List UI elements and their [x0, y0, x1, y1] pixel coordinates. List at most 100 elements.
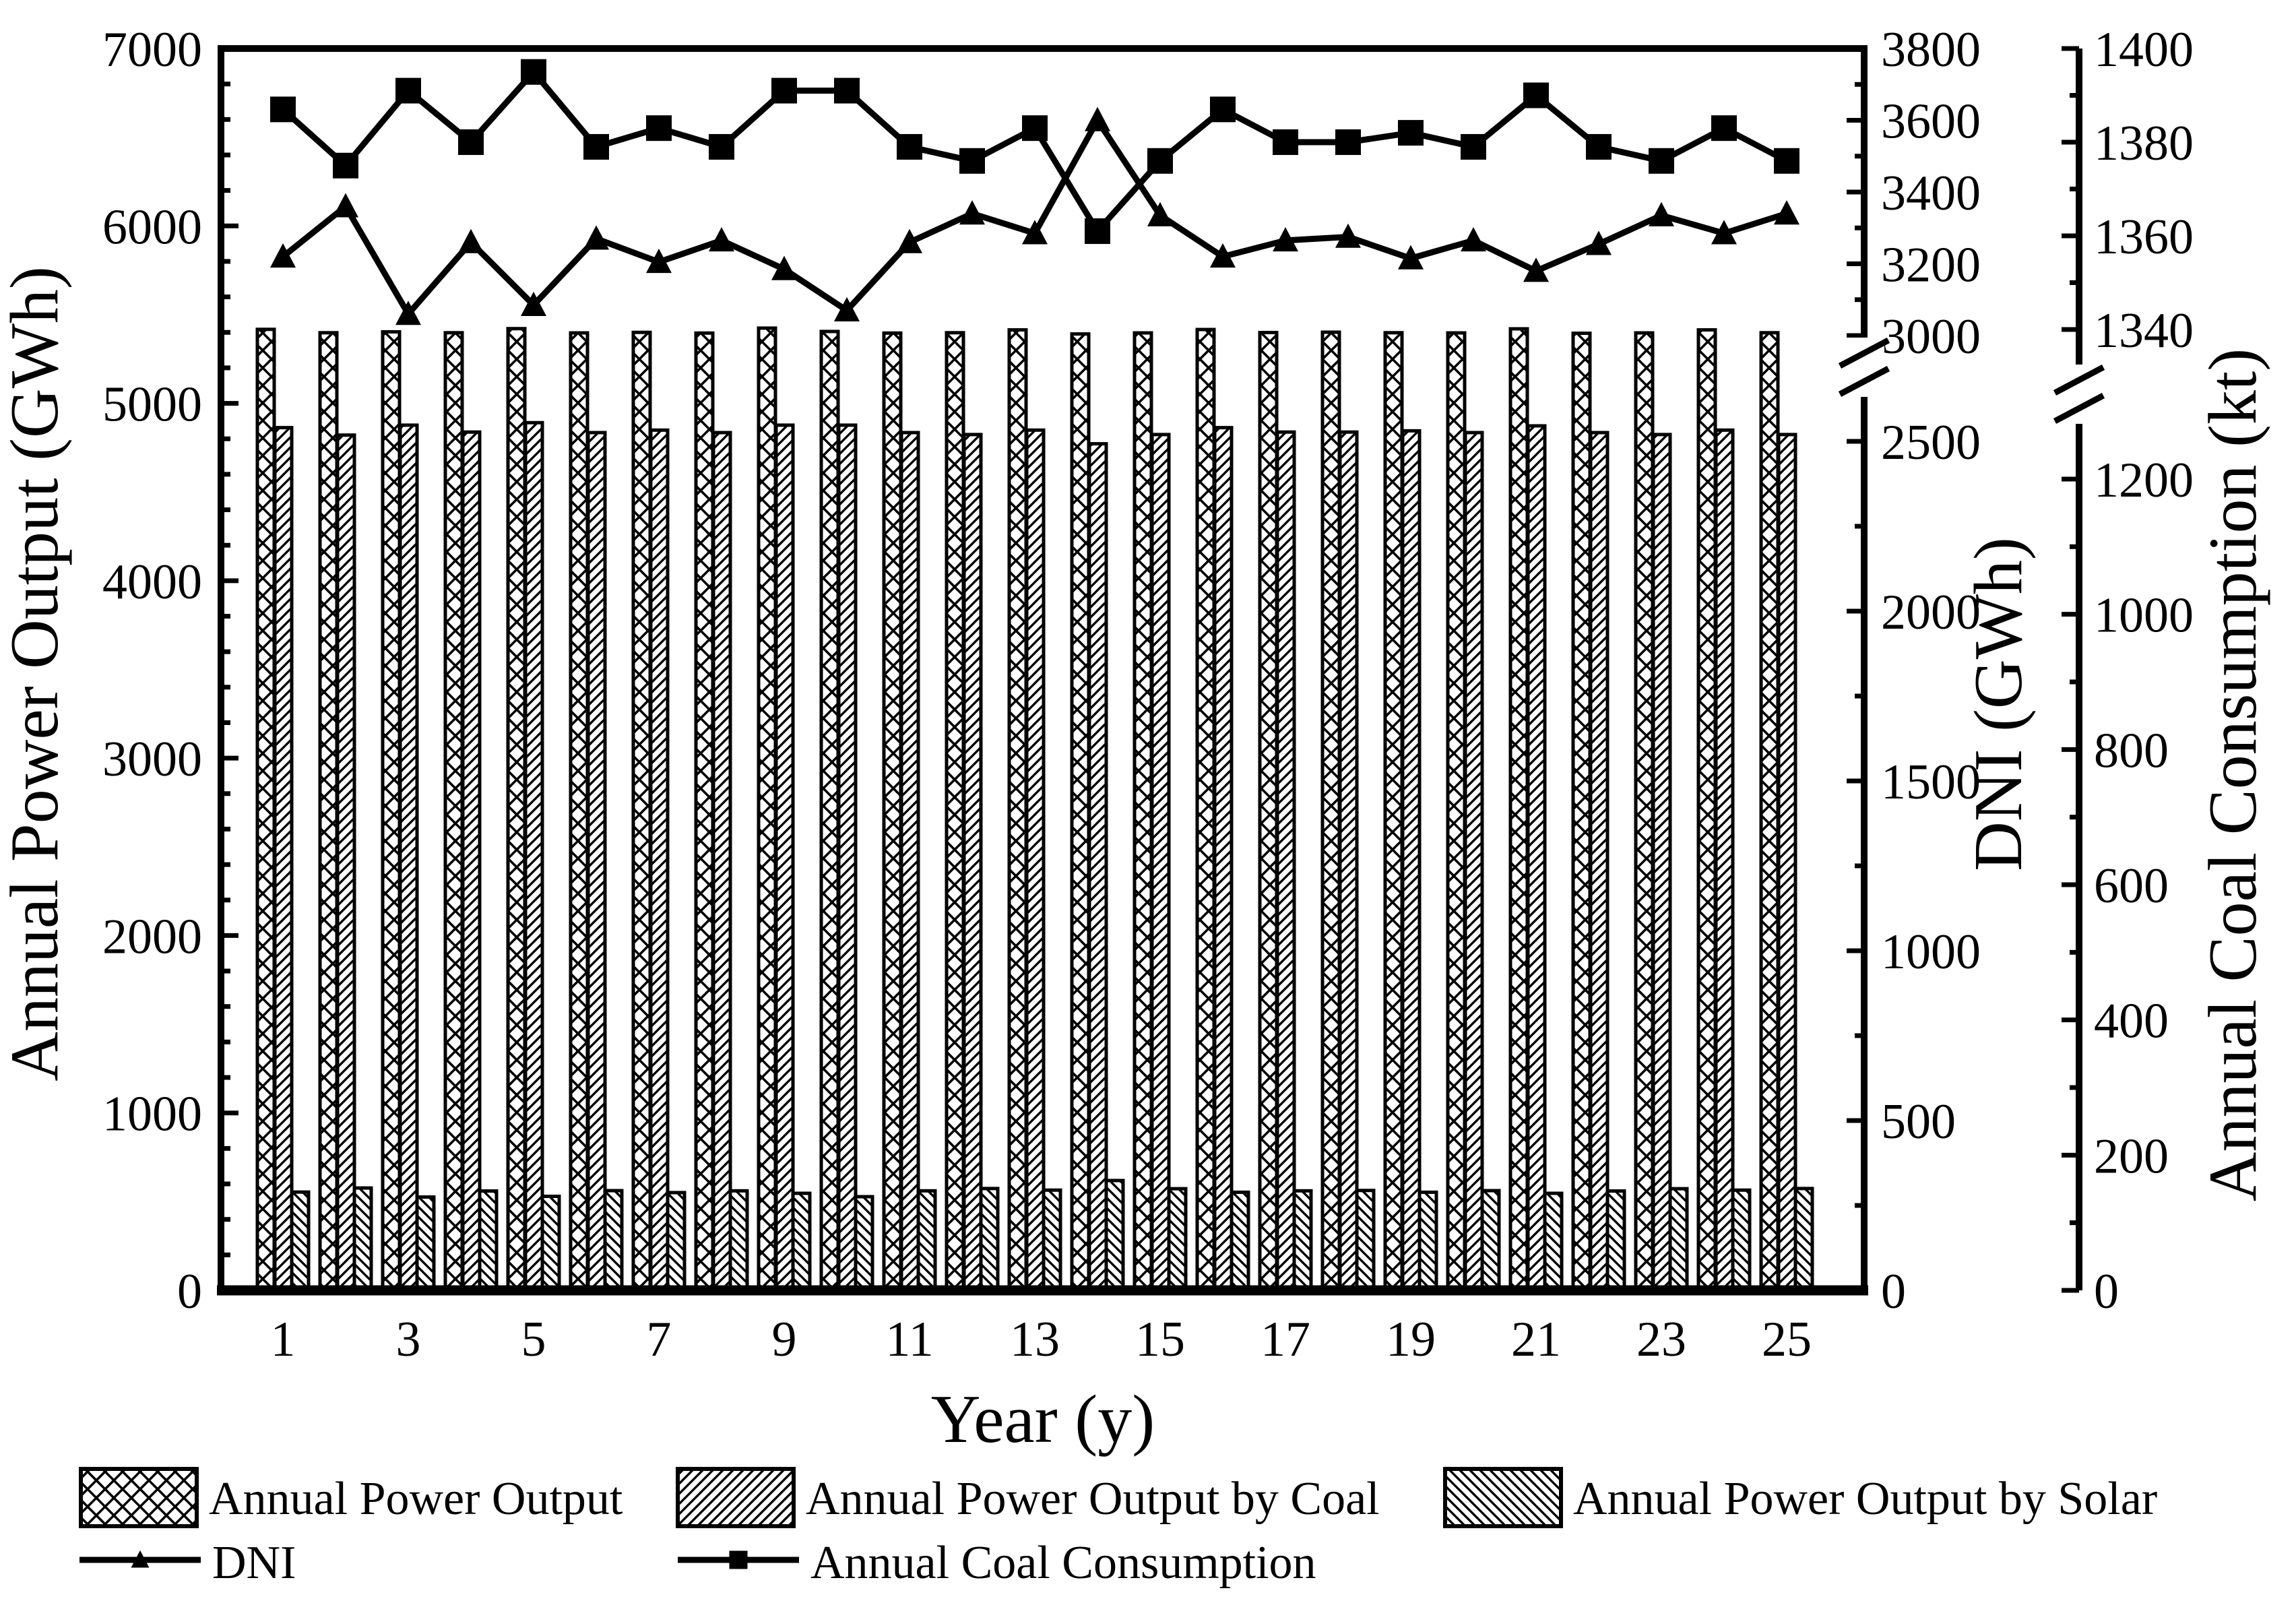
bar-solar_power-year-8: [728, 1189, 749, 1292]
bar-solar_power-year-13: [1042, 1188, 1062, 1292]
coal_cons-marker-year-14: [1085, 218, 1110, 245]
dni-marker-year-15: [1147, 201, 1173, 226]
bar-coal_power-year-21: [1526, 424, 1547, 1292]
bar-coal_power-year-20: [1463, 431, 1484, 1292]
coal-axis-tick-label: 0: [2094, 1264, 2119, 1319]
bar-total-year-18: [1320, 330, 1341, 1292]
legend-label-total: Annual Power Output: [209, 1473, 623, 1525]
legend-label-solar_power: Annual Power Output by Solar: [1573, 1473, 2157, 1525]
bar-coal_power-year-16: [1213, 426, 1234, 1292]
coal_cons-line: [280, 67, 1789, 237]
bar-solar_power-year-12: [979, 1187, 1000, 1292]
bar-total-year-1: [255, 327, 276, 1292]
bar-coal_power-year-11: [899, 431, 920, 1292]
bar-solar_power-year-14: [1104, 1178, 1125, 1292]
dni-axis-tick-label: 3800: [1881, 22, 1981, 77]
bar-solar_power-year-25: [1793, 1187, 1814, 1292]
bar-coal_power-year-14: [1087, 442, 1108, 1292]
dni-marker-year-18: [1335, 223, 1361, 248]
bar-solar_power-year-22: [1605, 1189, 1626, 1292]
bar-solar_power-year-4: [478, 1189, 499, 1292]
bar-coal_power-year-2: [336, 433, 356, 1292]
legend-label-dni: DNI: [212, 1537, 296, 1589]
bar-solar_power-year-15: [1167, 1187, 1188, 1292]
legend-label-coal_cons: Annual Coal Consumption: [810, 1537, 1316, 1589]
dni-axis-break-slash: [1838, 338, 1890, 369]
bar-total-year-25: [1759, 331, 1780, 1292]
coal_cons-marker-year-2: [333, 152, 358, 179]
coal_cons-marker-year-13: [1022, 115, 1048, 142]
bar-coal_power-year-8: [711, 431, 732, 1292]
axis-ticks-layer: 0100020003000400050006000700030003200340…: [102, 22, 2194, 1319]
dni-axis-tick-label: 0: [1881, 1264, 1906, 1319]
dni-axis-tick-label: 3200: [1881, 238, 1981, 293]
coal_cons-marker-year-10: [834, 77, 860, 104]
dni-marker-year-8: [709, 227, 734, 252]
coal_cons-marker-year-20: [1461, 133, 1486, 160]
x-tick-label: 5: [521, 1312, 546, 1367]
bar-coal_power-year-5: [523, 420, 544, 1292]
coal-axis-tick-label: 600: [2094, 858, 2169, 914]
dni-marker-year-3: [395, 301, 421, 325]
dni-marker-year-24: [1711, 220, 1737, 245]
dni-marker-year-22: [1586, 230, 1612, 255]
left-axis-tick-label: 6000: [102, 199, 202, 255]
left-axis-tick-label: 5000: [102, 377, 202, 433]
x-tick-label: 11: [885, 1312, 933, 1367]
bar-total-year-5: [506, 327, 527, 1292]
coal_cons-marker-year-8: [709, 133, 734, 160]
x-labels-layer: 1 3 5 7 9 11 13 15 17 19 21 23 25: [271, 1312, 1812, 1367]
dni-marker-year-6: [583, 225, 609, 250]
x-tick-label: 17: [1261, 1312, 1310, 1367]
bar-solar_power-year-23: [1668, 1187, 1689, 1292]
x-axis-title: Year (y): [931, 1381, 1155, 1457]
x-tick-label: 15: [1135, 1312, 1185, 1367]
bar-solar_power-year-11: [916, 1189, 937, 1292]
coal_cons-marker-year-5: [521, 59, 546, 85]
x-tick-label: 19: [1386, 1312, 1436, 1367]
bar-solar_power-year-2: [352, 1186, 373, 1292]
x-tick-label: 9: [772, 1312, 797, 1367]
dni-marker-year-16: [1210, 243, 1236, 268]
legend-swatch-solar_power: [1443, 1467, 1563, 1528]
bar-solar_power-year-10: [854, 1195, 874, 1292]
dni-marker-year-19: [1398, 245, 1424, 270]
coal-axis-tick-label: 200: [2094, 1129, 2169, 1184]
bar-coal_power-year-10: [837, 423, 858, 1292]
x-tick-label: 13: [1010, 1312, 1060, 1367]
bar-coal_power-year-17: [1275, 430, 1296, 1292]
dni-marker-year-25: [1774, 200, 1799, 225]
bar-coal_power-year-23: [1651, 433, 1672, 1292]
bar-coal_power-year-4: [461, 430, 482, 1292]
axis-breaks-layer: [1838, 338, 2105, 424]
dni-marker-year-11: [897, 228, 922, 253]
coal-axis-tick-label: 400: [2094, 994, 2169, 1049]
x-tick-label: 25: [1762, 1312, 1812, 1367]
bar-coal_power-year-1: [273, 426, 294, 1292]
bar-total-year-7: [631, 330, 652, 1292]
bar-total-year-6: [569, 331, 589, 1292]
dni-marker-year-2: [333, 193, 358, 218]
legend-label-coal_power: Annual Power Output by Coal: [806, 1473, 1380, 1525]
legend-marker-dni: [131, 1550, 150, 1568]
coal_cons-marker-year-15: [1147, 148, 1173, 174]
lines-layer: [270, 59, 1799, 325]
left-axis-tick-label: 4000: [102, 555, 202, 610]
bar-total-year-9: [757, 326, 777, 1292]
coal-axis-tick-label: 1400: [2094, 22, 2194, 77]
bar-coal_power-year-7: [649, 428, 670, 1292]
dni-marker-year-17: [1273, 227, 1298, 252]
coal_cons-marker-year-17: [1273, 129, 1298, 155]
coal-axis-tick-label: 1200: [2094, 453, 2194, 508]
bar-coal_power-year-13: [1025, 428, 1046, 1292]
bar-solar_power-year-17: [1292, 1189, 1313, 1292]
x-tick-label: 1: [271, 1312, 296, 1367]
legend-swatch-total: [79, 1467, 199, 1528]
legend: Annual Power Output Annual Power Output b…: [79, 1467, 2157, 1589]
dni-axis-tick-label: 3000: [1881, 309, 1981, 365]
dni-axis-tick-label: 500: [1881, 1094, 1956, 1150]
bar-coal_power-year-12: [962, 433, 983, 1292]
bar-coal_power-year-3: [398, 423, 419, 1292]
coal-axis-tick-label: 800: [2094, 723, 2169, 778]
